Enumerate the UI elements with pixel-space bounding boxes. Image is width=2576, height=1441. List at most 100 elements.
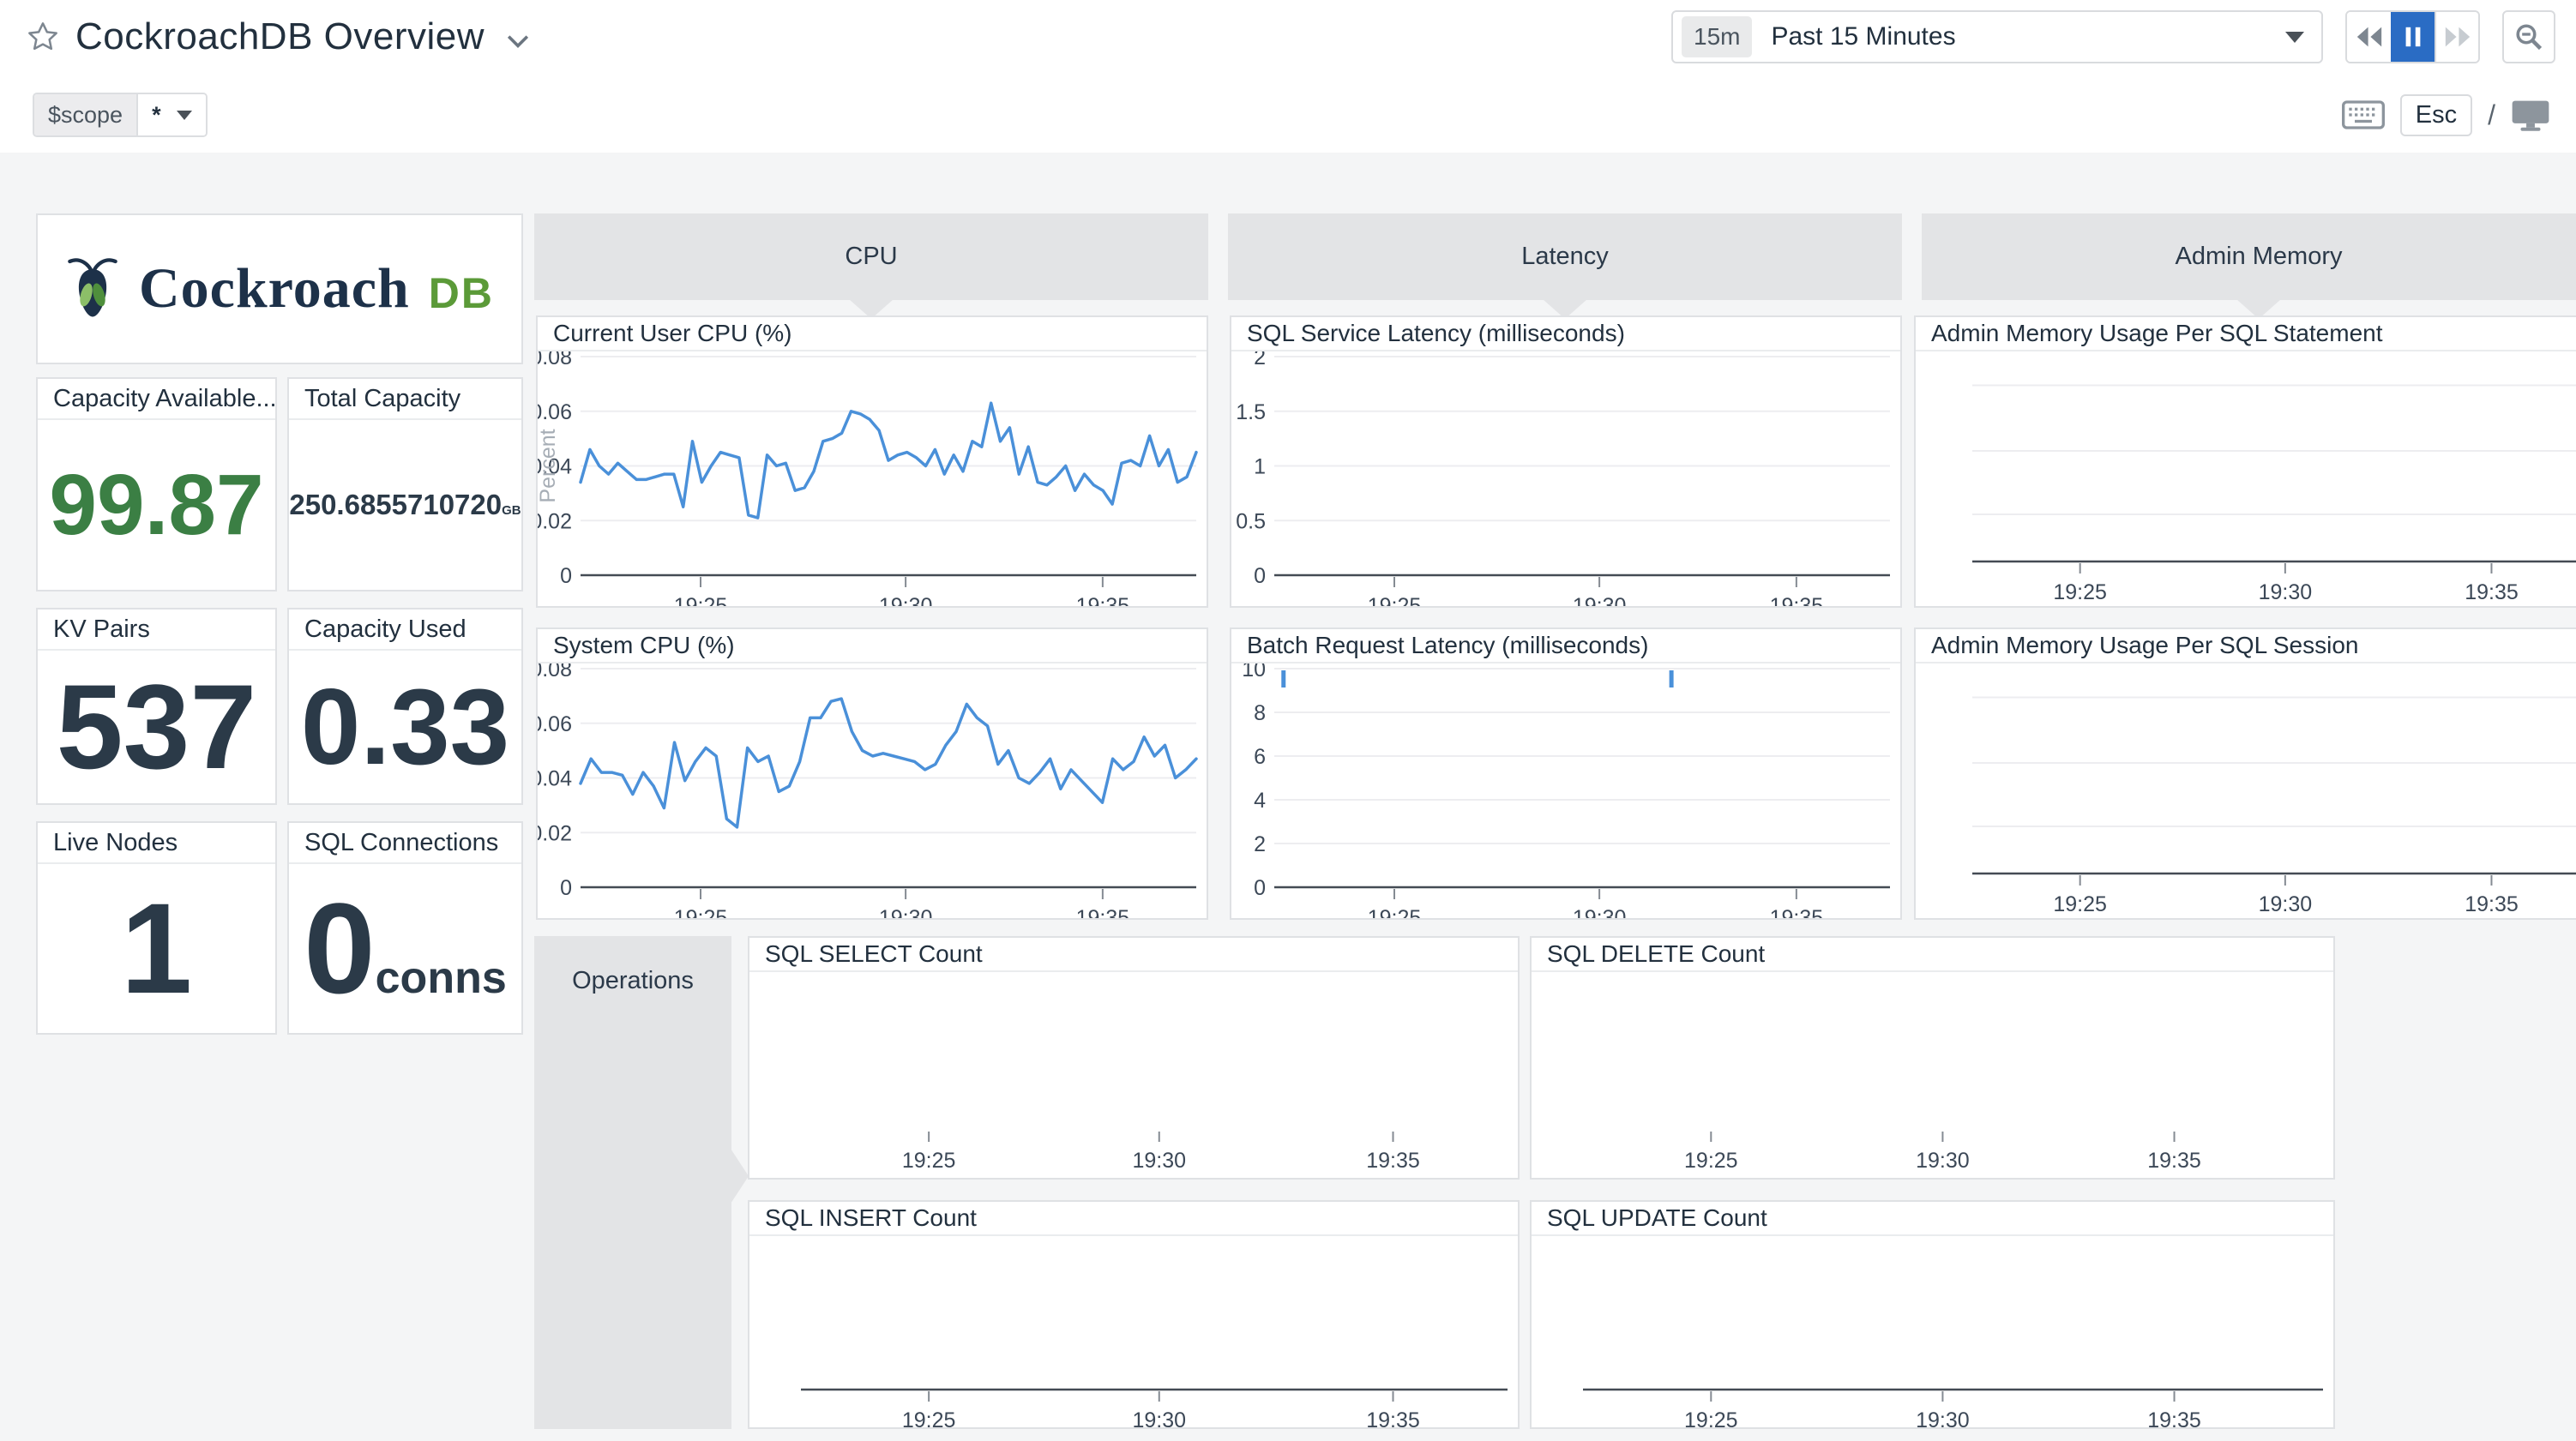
- stat-value-kv-pairs: 537: [56, 659, 257, 794]
- rewind-button[interactable]: [2347, 12, 2391, 62]
- widget-title: SQL Connections: [289, 823, 521, 864]
- widget-cockroachdb-logo[interactable]: Cockroach DB: [36, 213, 523, 364]
- chart-title: System CPU (%): [538, 629, 1207, 663]
- svg-text:19:35: 19:35: [2465, 580, 2519, 604]
- svg-text:0.04: 0.04: [538, 455, 572, 479]
- svg-text:19:30: 19:30: [1132, 1149, 1186, 1173]
- group-tail: [731, 1149, 749, 1204]
- svg-text:19:30: 19:30: [879, 906, 933, 918]
- svg-text:4: 4: [1254, 789, 1266, 813]
- svg-text:0.5: 0.5: [1236, 509, 1266, 533]
- svg-text:19:35: 19:35: [2147, 1408, 2201, 1427]
- svg-text:0.02: 0.02: [538, 821, 572, 845]
- time-controls: 15m Past 15 Minutes: [1671, 10, 2555, 63]
- zoom-out-button[interactable]: [2502, 10, 2555, 63]
- widget-live-nodes[interactable]: Live Nodes 1: [36, 821, 277, 1035]
- scope-template-picker[interactable]: $scope *: [33, 93, 208, 137]
- widget-sql-connections[interactable]: SQL Connections 0conns: [287, 821, 523, 1035]
- stat-unit: GB: [502, 503, 521, 518]
- shortcut-hints: Esc /: [2341, 93, 2550, 137]
- svg-text:19:30: 19:30: [1916, 1149, 1970, 1173]
- group-header-cpu[interactable]: CPU: [534, 213, 1208, 319]
- chart-sql-update-count[interactable]: SQL UPDATE Count 19:25 19:30 19:35: [1530, 1200, 2335, 1432]
- batch-request-latency-plot[interactable]: 10 8 6 4 2 0 19:25 19:30 19:35: [1231, 657, 1900, 930]
- playback-button-group: [2345, 10, 2480, 63]
- sql-service-latency-plot[interactable]: 2 1.5 1 0.5 0 19:25 19:30 19:35: [1231, 345, 1900, 618]
- stat-value-total-capacity: 250.6855710720GB: [289, 489, 521, 520]
- widget-capacity-used[interactable]: Capacity Used 0.33: [287, 608, 523, 805]
- sql-update-count-plot[interactable]: 19:25 19:30 19:35: [1532, 1236, 2333, 1432]
- widget-capacity-available[interactable]: Capacity Available... 99.87: [36, 377, 277, 591]
- time-range-picker[interactable]: 15m Past 15 Minutes: [1671, 10, 2323, 63]
- forward-button[interactable]: [2435, 12, 2478, 62]
- svg-text:10: 10: [1242, 663, 1266, 681]
- chart-system-cpu[interactable]: System CPU (%) 0.08 0.06 0.04 0.02 0 19:25 19:…: [530, 627, 1208, 930]
- sql-insert-count-plot[interactable]: 19:25 19:30 19:35: [749, 1236, 1518, 1432]
- stat-value-sql-connections: 0conns: [304, 876, 507, 1020]
- admin-memory-per-session-plot[interactable]: 19:25 19:30 19:35: [1916, 663, 2576, 918]
- group-header-operations[interactable]: Operations: [534, 936, 749, 1429]
- widget-kv-pairs[interactable]: KV Pairs 537: [36, 608, 277, 805]
- keyboard-icon[interactable]: [2341, 100, 2385, 129]
- chart-sql-delete-count[interactable]: SQL DELETE Count 19:25 19:30 19:35: [1530, 936, 2335, 1180]
- chart-current-user-cpu[interactable]: Current User CPU (%) 0.08 0.06 0.04 0.02 0 19…: [530, 315, 1208, 618]
- svg-text:8: 8: [1254, 701, 1266, 725]
- chart-admin-memory-per-statement[interactable]: Admin Memory Usage Per SQL Statement 19:…: [1914, 315, 2576, 608]
- svg-text:0: 0: [560, 876, 572, 900]
- page-title: CockroachDB Overview: [75, 15, 485, 57]
- svg-text:0: 0: [1254, 564, 1266, 588]
- chart-admin-memory-per-session[interactable]: Admin Memory Usage Per SQL Session 19:25…: [1914, 627, 2576, 920]
- svg-text:0.08: 0.08: [538, 351, 572, 369]
- zoom-out-icon: [2513, 21, 2544, 52]
- slash-separator: /: [2488, 99, 2495, 130]
- pause-button[interactable]: [2391, 12, 2435, 62]
- rewind-icon: [2355, 24, 2384, 50]
- widget-title: KV Pairs: [38, 609, 275, 651]
- star-icon[interactable]: [26, 20, 60, 54]
- dashboard-title-row[interactable]: CockroachDB Overview: [26, 15, 531, 58]
- esc-key-badge: Esc: [2399, 93, 2473, 136]
- chevron-down-icon[interactable]: [505, 33, 531, 49]
- svg-text:0.02: 0.02: [538, 509, 572, 533]
- group-tail: [849, 299, 894, 319]
- group-header-admin-memory[interactable]: Admin Memory: [1922, 213, 2576, 319]
- svg-text:6: 6: [1254, 745, 1266, 769]
- svg-text:19:35: 19:35: [2147, 1149, 2201, 1173]
- widget-total-capacity[interactable]: Total Capacity 250.6855710720GB: [287, 377, 523, 591]
- chart-sql-select-count[interactable]: SQL SELECT Count 19:25 19:30 19:35: [748, 936, 1520, 1180]
- svg-text:19:25: 19:25: [2053, 580, 2107, 604]
- group-tail: [2236, 299, 2281, 319]
- sql-delete-count-plot[interactable]: 19:25 19:30 19:35: [1532, 972, 2333, 1178]
- chart-sql-service-latency[interactable]: SQL Service Latency (milliseconds) 2 1.5 1…: [1230, 315, 1902, 618]
- chart-title: SQL Service Latency (milliseconds): [1231, 317, 1900, 351]
- chart-batch-request-latency[interactable]: Batch Request Latency (milliseconds) 10 8…: [1230, 627, 1902, 930]
- stat-unit: conns: [375, 953, 507, 1003]
- dropdown-caret-icon: [2285, 31, 2304, 43]
- svg-text:19:30: 19:30: [2259, 580, 2313, 604]
- scope-value-dropdown[interactable]: *: [136, 94, 206, 135]
- svg-text:19:25: 19:25: [674, 906, 728, 918]
- chart-sql-insert-count[interactable]: SQL INSERT Count 19:25 19:30 19:35: [748, 1200, 1520, 1432]
- dropdown-caret-icon: [176, 110, 192, 120]
- svg-text:0.06: 0.06: [538, 712, 572, 736]
- sql-select-count-plot[interactable]: 19:25 19:30 19:35: [749, 972, 1518, 1178]
- svg-text:19:25: 19:25: [902, 1149, 956, 1173]
- svg-text:1: 1: [1254, 455, 1266, 479]
- admin-memory-per-statement-plot[interactable]: 19:25 19:30 19:35: [1916, 351, 2576, 606]
- dashboard-canvas: Cockroach DB Capacity Available... 99.87…: [0, 153, 2576, 1441]
- screen-icon[interactable]: [2511, 98, 2550, 132]
- stat-value-capacity-available: 99.87: [49, 456, 264, 553]
- brand-wordmark: Cockroach: [139, 257, 410, 320]
- stat-value-capacity-used: 0.33: [300, 667, 510, 787]
- svg-text:19:30: 19:30: [1573, 594, 1627, 606]
- svg-text:19:35: 19:35: [1770, 594, 1824, 606]
- system-cpu-plot[interactable]: 0.08 0.06 0.04 0.02 0 19:25 19:30 19:35: [530, 657, 1207, 930]
- svg-text:2: 2: [1254, 832, 1266, 856]
- svg-text:0.04: 0.04: [538, 767, 572, 791]
- svg-text:19:25: 19:25: [1684, 1408, 1738, 1427]
- svg-text:19:25: 19:25: [902, 1408, 956, 1427]
- current-user-cpu-plot[interactable]: 0.08 0.06 0.04 0.02 0 19:25 19:30 19:35 Percent: [530, 345, 1207, 618]
- group-header-latency[interactable]: Latency: [1228, 213, 1902, 319]
- svg-text:19:30: 19:30: [2259, 892, 2313, 916]
- time-range-label: Past 15 Minutes: [1771, 22, 1956, 51]
